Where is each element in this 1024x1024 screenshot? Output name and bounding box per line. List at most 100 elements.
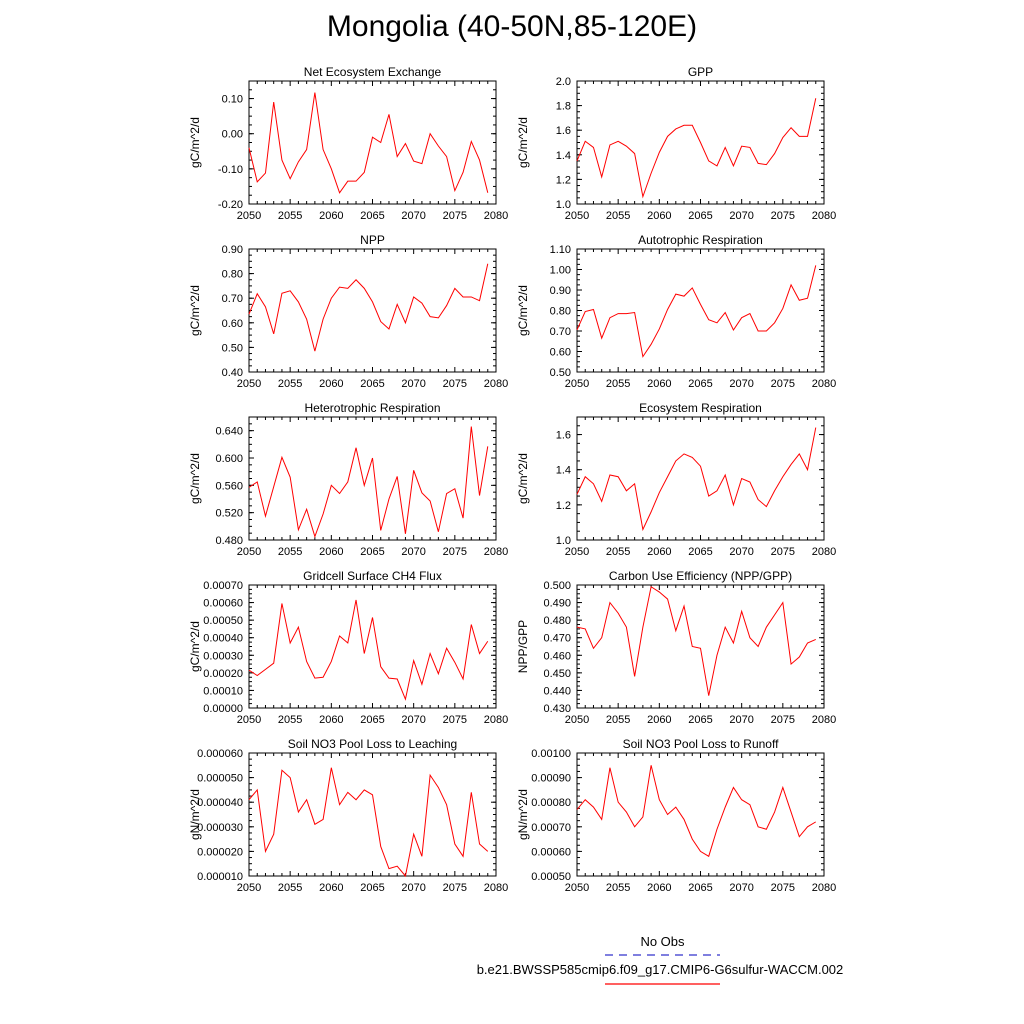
plot-frame: [576, 752, 825, 877]
y-tick-label: 0.00070: [531, 822, 571, 834]
x-tick-label: 2070: [401, 882, 425, 894]
x-tick-label: 2060: [319, 882, 343, 894]
chart-panel-9: Soil NO3 Pool Loss to Runoff gN/m^2/d 2050…: [516, 737, 836, 894]
x-tick-label: 2080: [812, 546, 836, 558]
y-tick-label: 0.00000: [203, 703, 243, 715]
y-tick-label: 0.640: [215, 426, 243, 438]
chart-panel-4: Heterotrophic Respiration gC/m^2/d 2050 205…: [188, 401, 508, 558]
x-tick-label: 2080: [812, 882, 836, 894]
y-tick-label: 0.60: [550, 347, 571, 359]
x-tick-label: 2075: [771, 546, 795, 558]
x-tick-label: 2070: [401, 378, 425, 390]
y-tick-label: 1.2: [556, 500, 571, 512]
series-line: [576, 265, 817, 358]
y-tick-label: 0.490: [543, 598, 571, 610]
y-tick-label: 0.80: [550, 306, 571, 318]
x-tick-label: 2070: [401, 210, 425, 222]
chart-title: Autotrophic Respiration: [638, 233, 763, 247]
y-tick-label: 0.70: [550, 326, 571, 338]
y-tick-label: 0.000050: [197, 773, 243, 785]
x-tick-label: 2050: [565, 546, 589, 558]
y-tick-label: 0.440: [543, 685, 571, 697]
x-tick-label: 2060: [647, 210, 671, 222]
x-tick-label: 2055: [278, 882, 302, 894]
x-tick-label: 2080: [812, 714, 836, 726]
x-tick-label: 2080: [812, 378, 836, 390]
series-line: [248, 426, 489, 539]
x-tick-label: 2055: [278, 378, 302, 390]
y-tick-label: 0.50: [550, 367, 571, 379]
y-tick-label: 0.00090: [531, 773, 571, 785]
x-tick-label: 2065: [360, 882, 384, 894]
y-tick-label: 0.00020: [203, 668, 243, 680]
x-tick-label: 2055: [606, 378, 630, 390]
page-title: Mongolia (40-50N,85-120E): [326, 10, 698, 43]
series-line: [248, 92, 489, 194]
x-tick-label: 2065: [688, 714, 712, 726]
y-tick-label: 0.500: [543, 580, 571, 592]
chart-title: Ecosystem Respiration: [639, 401, 762, 415]
plot-frame: [248, 80, 497, 205]
chart-title: NPP: [360, 233, 385, 247]
y-tick-label: 0.60: [222, 318, 243, 330]
plot-frame: [576, 584, 825, 709]
y-axis-label: gC/m^2/d: [188, 453, 202, 504]
chart-panel-7: Carbon Use Efficiency (NPP/GPP) NPP/GPP 20…: [516, 569, 836, 726]
y-tick-label: 0.00100: [531, 748, 571, 760]
x-tick-label: 2060: [647, 546, 671, 558]
series-line: [248, 767, 489, 878]
y-tick-label: 0.480: [543, 615, 571, 627]
y-tick-label: 1.10: [550, 244, 571, 256]
y-tick-label: 0.470: [543, 633, 571, 645]
series-line: [248, 263, 489, 352]
y-tick-label: 0.10: [222, 94, 243, 106]
plot-frame: [248, 416, 497, 541]
x-tick-label: 2075: [771, 882, 795, 894]
y-tick-label: 1.00: [550, 265, 571, 277]
y-tick-label: 1.0: [556, 199, 571, 211]
y-axis-label: gC/m^2/d: [188, 117, 202, 168]
x-tick-label: 2055: [606, 714, 630, 726]
x-tick-label: 2070: [401, 714, 425, 726]
y-tick-label: 1.6: [556, 430, 571, 442]
y-axis-label: gC/m^2/d: [516, 285, 530, 336]
x-tick-label: 2050: [565, 210, 589, 222]
x-tick-label: 2075: [443, 210, 467, 222]
x-tick-label: 2065: [360, 378, 384, 390]
x-tick-label: 2050: [237, 546, 261, 558]
series-line: [576, 585, 816, 696]
y-tick-label: 2.0: [556, 76, 571, 88]
chart-title: Gridcell Surface CH4 Flux: [303, 569, 442, 583]
y-tick-label: 0.80: [222, 269, 243, 281]
chart-title: Heterotrophic Respiration: [304, 401, 440, 415]
x-tick-label: 2070: [729, 714, 753, 726]
x-tick-label: 2080: [484, 210, 508, 222]
y-tick-label: -0.20: [218, 199, 243, 211]
y-tick-label: 0.520: [215, 508, 243, 520]
x-tick-label: 2080: [484, 546, 508, 558]
y-tick-label: 0.000020: [197, 846, 243, 858]
chart-panel-6: Gridcell Surface CH4 Flux gC/m^2/d 2050 205…: [188, 569, 508, 726]
x-tick-label: 2075: [443, 714, 467, 726]
x-tick-label: 2050: [237, 210, 261, 222]
x-tick-label: 2070: [729, 210, 753, 222]
y-tick-label: 0.430: [543, 703, 571, 715]
y-axis-label: gC/m^2/d: [516, 453, 530, 504]
y-axis-label: NPP/GPP: [516, 620, 530, 673]
x-tick-label: 2070: [729, 546, 753, 558]
chart-panel-8: Soil NO3 Pool Loss to Leaching gN/m^2/d 20…: [188, 737, 508, 894]
x-tick-label: 2055: [278, 546, 302, 558]
plot-frame: [248, 584, 497, 709]
x-tick-label: 2050: [565, 882, 589, 894]
y-tick-label: 0.00060: [203, 598, 243, 610]
x-tick-label: 2075: [443, 882, 467, 894]
x-tick-label: 2070: [729, 882, 753, 894]
y-axis-label: gC/m^2/d: [188, 285, 202, 336]
x-tick-label: 2070: [401, 546, 425, 558]
plot-frame: [248, 752, 497, 877]
x-tick-label: 2075: [771, 714, 795, 726]
plot-frame: [576, 416, 825, 541]
x-tick-label: 2065: [360, 546, 384, 558]
y-tick-label: 0.00050: [203, 615, 243, 627]
series-line: [576, 765, 817, 858]
